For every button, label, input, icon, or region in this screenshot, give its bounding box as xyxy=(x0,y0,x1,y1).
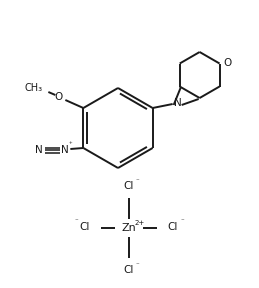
Text: ⁻: ⁻ xyxy=(180,218,184,224)
Text: N: N xyxy=(61,145,69,155)
Text: ⁻: ⁻ xyxy=(135,178,139,184)
Text: 2+: 2+ xyxy=(135,220,145,226)
Text: Cl: Cl xyxy=(80,222,90,232)
Text: Cl: Cl xyxy=(124,265,134,275)
Text: ⁺: ⁺ xyxy=(68,142,72,148)
Text: N: N xyxy=(174,98,182,108)
Text: O: O xyxy=(224,58,232,69)
Text: ⁻: ⁻ xyxy=(135,262,139,268)
Text: N: N xyxy=(35,145,43,155)
Text: CH₃: CH₃ xyxy=(24,83,42,93)
Text: Cl: Cl xyxy=(168,222,178,232)
Text: Cl: Cl xyxy=(124,181,134,191)
Text: ⁻: ⁻ xyxy=(74,218,78,224)
Text: Zn: Zn xyxy=(122,223,136,233)
Text: O: O xyxy=(54,92,62,102)
